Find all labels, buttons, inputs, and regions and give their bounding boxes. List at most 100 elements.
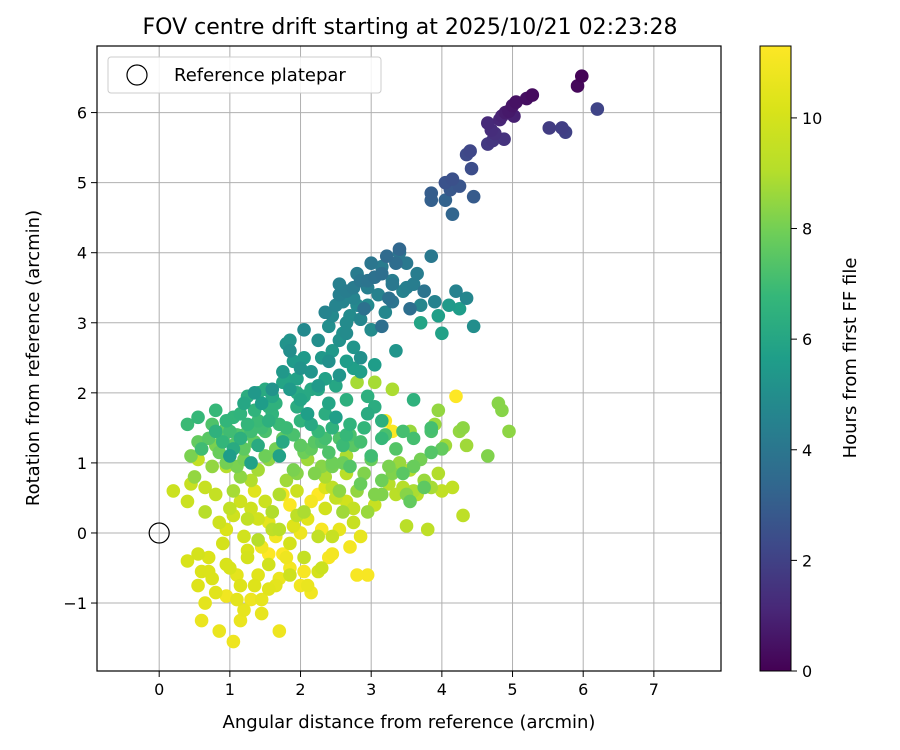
data-point bbox=[215, 536, 230, 551]
data-point bbox=[223, 424, 237, 439]
data-point bbox=[403, 494, 417, 509]
data-point bbox=[233, 613, 248, 628]
data-point bbox=[272, 522, 287, 537]
data-point bbox=[410, 266, 424, 281]
data-point bbox=[254, 592, 269, 607]
data-point bbox=[198, 505, 212, 519]
data-point bbox=[272, 487, 287, 502]
data-point bbox=[385, 277, 400, 292]
data-point bbox=[353, 435, 368, 449]
y-tick-label: 0 bbox=[77, 524, 87, 543]
y-tick-label: 3 bbox=[77, 314, 87, 333]
data-point bbox=[525, 88, 540, 102]
data-point bbox=[456, 508, 470, 523]
data-point bbox=[431, 466, 446, 481]
data-point bbox=[321, 319, 336, 334]
x-tick-label: 5 bbox=[507, 680, 517, 699]
data-point bbox=[194, 613, 209, 628]
data-point bbox=[424, 445, 439, 460]
data-point bbox=[283, 498, 297, 512]
y-axis-ticks: −1 0 1 2 3 4 5 6 bbox=[63, 104, 97, 613]
data-point bbox=[265, 505, 280, 519]
data-point bbox=[226, 484, 241, 498]
data-point bbox=[449, 389, 463, 404]
data-point bbox=[194, 442, 209, 456]
data-point bbox=[244, 592, 258, 607]
data-point bbox=[180, 417, 195, 432]
data-point bbox=[311, 529, 325, 544]
data-point bbox=[325, 343, 340, 358]
data-point bbox=[343, 417, 357, 432]
data-point bbox=[325, 529, 340, 544]
data-point bbox=[378, 305, 393, 320]
data-point bbox=[417, 480, 431, 495]
data-point bbox=[389, 256, 403, 271]
data-point bbox=[350, 568, 364, 582]
data-point bbox=[360, 505, 375, 519]
data-point bbox=[353, 365, 368, 379]
colorbar: 0 2 4 6 8 10 Hours from first FF file bbox=[759, 45, 861, 681]
data-point bbox=[353, 529, 368, 544]
data-point bbox=[297, 350, 311, 365]
data-point bbox=[480, 449, 495, 463]
data-point bbox=[379, 249, 394, 264]
data-point bbox=[371, 287, 386, 302]
data-point bbox=[219, 414, 234, 428]
colorbar-tick-label: 0 bbox=[802, 662, 812, 681]
data-point bbox=[435, 326, 449, 341]
data-point bbox=[495, 403, 509, 418]
data-point bbox=[332, 484, 347, 498]
colorbar-tick-label: 8 bbox=[802, 220, 812, 239]
data-point bbox=[406, 431, 421, 446]
data-point bbox=[452, 301, 467, 316]
data-point bbox=[459, 438, 474, 453]
data-point bbox=[353, 477, 368, 491]
data-point bbox=[367, 358, 382, 372]
data-point bbox=[208, 487, 223, 502]
data-point bbox=[233, 431, 248, 446]
y-tick-label: −1 bbox=[63, 594, 87, 613]
data-point bbox=[360, 568, 375, 582]
data-point bbox=[343, 459, 357, 474]
data-point bbox=[325, 547, 340, 561]
data-point bbox=[254, 606, 269, 621]
data-point bbox=[290, 484, 304, 498]
data-point bbox=[318, 305, 333, 320]
data-point bbox=[382, 459, 396, 474]
data-point bbox=[360, 389, 375, 404]
data-point bbox=[293, 361, 308, 376]
colorbar-label: Hours from first FF file bbox=[840, 258, 861, 459]
data-point bbox=[339, 393, 354, 407]
data-point bbox=[290, 372, 304, 386]
x-axis-ticks: 0 1 2 3 4 5 6 7 bbox=[154, 671, 659, 699]
data-point bbox=[261, 414, 276, 428]
data-point bbox=[244, 456, 258, 470]
data-point bbox=[191, 578, 205, 593]
data-point bbox=[346, 340, 361, 355]
data-point bbox=[261, 582, 276, 596]
data-point bbox=[297, 505, 311, 519]
data-point bbox=[265, 382, 280, 397]
data-point bbox=[435, 442, 449, 456]
data-point bbox=[311, 333, 325, 348]
data-point bbox=[279, 421, 294, 435]
data-point bbox=[251, 414, 265, 428]
colorbar-ticks: 0 2 4 6 8 10 bbox=[791, 109, 822, 681]
data-point bbox=[307, 466, 322, 481]
colorbar-tick-label: 2 bbox=[802, 551, 812, 570]
data-point bbox=[272, 624, 287, 638]
y-tick-label: 1 bbox=[77, 454, 87, 473]
y-tick-label: 6 bbox=[77, 104, 87, 123]
data-point bbox=[357, 421, 371, 435]
data-point bbox=[325, 421, 340, 435]
data-point bbox=[346, 515, 361, 530]
plot-area-frame bbox=[96, 45, 722, 672]
data-point bbox=[279, 473, 294, 488]
data-point bbox=[357, 466, 371, 481]
x-tick-label: 2 bbox=[295, 680, 305, 699]
data-point bbox=[293, 438, 308, 453]
data-point bbox=[424, 421, 439, 435]
data-point bbox=[367, 375, 382, 390]
y-axis-label: Rotation from reference (arcmin) bbox=[23, 210, 44, 506]
legend-box bbox=[107, 56, 382, 94]
